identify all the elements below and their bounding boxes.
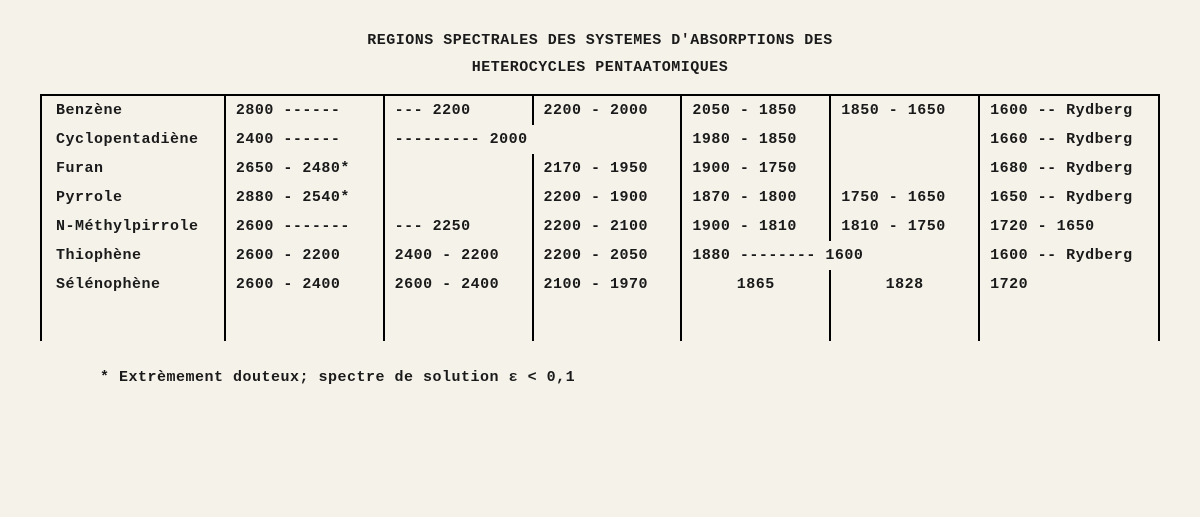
- cell: --- 2200: [384, 95, 533, 125]
- cell: 2400 - 2200: [384, 241, 533, 270]
- cell: 1600 -- Rydberg: [979, 95, 1159, 125]
- cell: 2200 - 2050: [533, 241, 682, 270]
- table-row: Cyclopentadiène 2400 ------ --------- 20…: [41, 125, 1159, 154]
- title-line-1: REGIONS SPECTRALES DES SYSTEMES D'ABSORP…: [40, 30, 1160, 51]
- compound-name: Thiophène: [41, 241, 225, 270]
- cell-merged: 1880 -------- 1600: [681, 241, 979, 270]
- table-row: Benzène 2800 ------ --- 2200 2200 - 2000…: [41, 95, 1159, 125]
- compound-name: N-Méthylpirrole: [41, 212, 225, 241]
- cell: 2650 - 2480*: [225, 154, 384, 183]
- cell: 2170 - 1950: [533, 154, 682, 183]
- cell: 1600 -- Rydberg: [979, 241, 1159, 270]
- cell: 2600 - 2200: [225, 241, 384, 270]
- table-row: Sélénophène 2600 - 2400 2600 - 2400 2100…: [41, 270, 1159, 299]
- compound-name: Sélénophène: [41, 270, 225, 299]
- table-tail: [41, 299, 1159, 341]
- cell: 2600 -------: [225, 212, 384, 241]
- table-row: Thiophène 2600 - 2200 2400 - 2200 2200 -…: [41, 241, 1159, 270]
- cell: 2200 - 2100: [533, 212, 682, 241]
- cell-merged: --------- 2000: [384, 125, 682, 154]
- cell: [830, 125, 979, 154]
- cell: 2100 - 1970: [533, 270, 682, 299]
- cell: 2200 - 1900: [533, 183, 682, 212]
- cell: 2400 ------: [225, 125, 384, 154]
- cell: [384, 154, 533, 183]
- cell: 2050 - 1850: [681, 95, 830, 125]
- compound-name: Pyrrole: [41, 183, 225, 212]
- cell: 1720: [979, 270, 1159, 299]
- cell: [830, 154, 979, 183]
- cell: 1720 - 1650: [979, 212, 1159, 241]
- table-row: Pyrrole 2880 - 2540* 2200 - 1900 1870 - …: [41, 183, 1159, 212]
- cell: 1980 - 1850: [681, 125, 830, 154]
- cell: 2880 - 2540*: [225, 183, 384, 212]
- cell: 1650 -- Rydberg: [979, 183, 1159, 212]
- cell: [384, 183, 533, 212]
- table-row: Furan 2650 - 2480* 2170 - 1950 1900 - 17…: [41, 154, 1159, 183]
- footnote: * Extrèmement douteux; spectre de soluti…: [100, 369, 1160, 386]
- compound-name: Benzène: [41, 95, 225, 125]
- compound-name: Cyclopentadiène: [41, 125, 225, 154]
- cell: 1900 - 1750: [681, 154, 830, 183]
- cell: 1810 - 1750: [830, 212, 979, 241]
- cell: 1828: [830, 270, 979, 299]
- spectral-table: Benzène 2800 ------ --- 2200 2200 - 2000…: [40, 94, 1160, 341]
- cell: 2200 - 2000: [533, 95, 682, 125]
- cell: 1680 -- Rydberg: [979, 154, 1159, 183]
- cell: --- 2250: [384, 212, 533, 241]
- cell: 1865: [681, 270, 830, 299]
- compound-name: Furan: [41, 154, 225, 183]
- cell: 1870 - 1800: [681, 183, 830, 212]
- cell: 1900 - 1810: [681, 212, 830, 241]
- cell: 1850 - 1650: [830, 95, 979, 125]
- title-line-2: HETEROCYCLES PENTAATOMIQUES: [40, 59, 1160, 76]
- table-row: N-Méthylpirrole 2600 ------- --- 2250 22…: [41, 212, 1159, 241]
- cell: 1660 -- Rydberg: [979, 125, 1159, 154]
- cell: 2800 ------: [225, 95, 384, 125]
- cell: 2600 - 2400: [225, 270, 384, 299]
- cell: 2600 - 2400: [384, 270, 533, 299]
- cell: 1750 - 1650: [830, 183, 979, 212]
